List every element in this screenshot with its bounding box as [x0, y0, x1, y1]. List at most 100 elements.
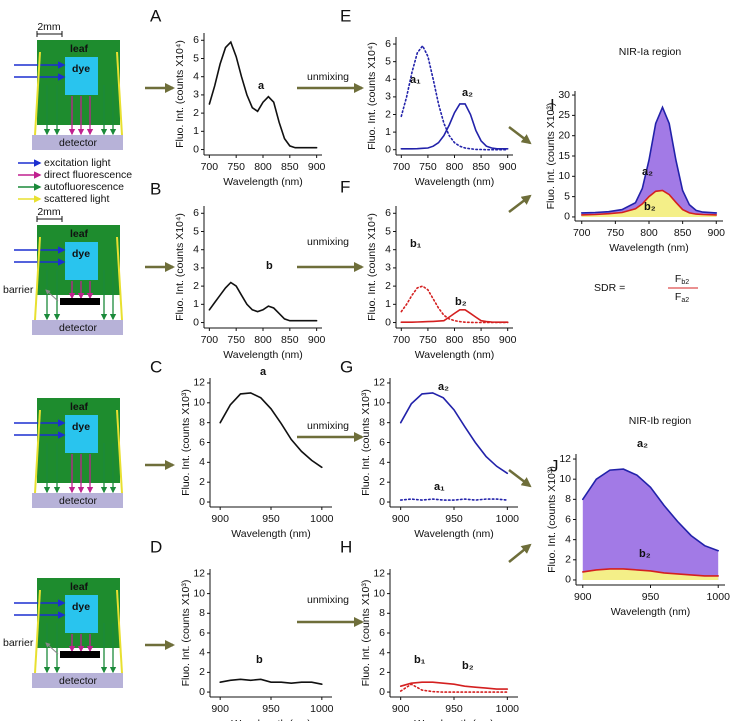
dye-label: dye	[72, 248, 90, 260]
x-tick-label: 1000	[707, 591, 731, 603]
x-tick-label: 800	[446, 334, 464, 346]
y-tick-label: 1	[193, 125, 199, 137]
x-tick-label: 700	[393, 334, 411, 346]
legend-label: scattered light	[44, 193, 109, 205]
y-tick-label: 0	[379, 686, 385, 698]
y-tick-label: 0	[564, 211, 570, 223]
x-tick-label: 900	[499, 334, 517, 346]
x-axis-label: Wavelength (nm)	[414, 718, 494, 721]
y-tick-label: 8	[565, 493, 571, 505]
x-tick-label: 750	[227, 161, 245, 173]
y-tick-label: 6	[379, 627, 385, 639]
detector	[32, 135, 123, 150]
x-tick-label: 700	[573, 227, 591, 239]
y-tick-label: 0	[199, 496, 205, 508]
x-tick-label: 950	[445, 703, 463, 715]
y-tick-label: 8	[379, 416, 385, 428]
panel-letter: G	[340, 357, 353, 376]
y-tick-label: 12	[559, 453, 571, 465]
y-tick-label: 12	[373, 377, 385, 389]
y-tick-label: 3	[193, 89, 199, 101]
scale-label: 2mm	[37, 206, 61, 218]
y-tick-label: 6	[193, 207, 199, 219]
dye	[65, 595, 98, 633]
detector-label: detector	[59, 675, 97, 687]
barrier-pointer	[45, 642, 59, 655]
x-axis-label: Wavelength (nm)	[223, 349, 303, 361]
y-tick-label: 2	[385, 280, 391, 292]
x-tick-label: 950	[262, 513, 280, 525]
y-axis-label: Fluo. Int. (counts X10⁴)	[366, 213, 378, 321]
x-tick-label: 850	[281, 334, 299, 346]
panel-letter: A	[150, 6, 162, 25]
x-axis-label: Wavelength (nm)	[231, 528, 311, 540]
flow-arrow	[508, 194, 532, 213]
x-axis-label: Wavelength (nm)	[414, 528, 494, 540]
x-tick-label: 900	[574, 591, 592, 603]
y-tick-label: 8	[379, 607, 385, 619]
y-tick-label: 12	[373, 568, 385, 580]
panel-letter: F	[340, 177, 350, 196]
x-tick-label: 800	[254, 161, 272, 173]
series-label: b₂	[462, 660, 474, 672]
area	[582, 469, 719, 580]
y-tick-label: 2	[199, 666, 205, 678]
x-tick-label: 700	[201, 161, 219, 173]
x-tick-label: 850	[281, 161, 299, 173]
dye	[65, 242, 98, 280]
y-tick-label: 30	[558, 89, 570, 101]
barrier-label: barrier	[3, 284, 34, 296]
y-tick-label: 6	[193, 34, 199, 46]
series-label: b	[256, 654, 263, 666]
y-tick-label: 10	[373, 397, 385, 409]
x-tick-label: 750	[227, 334, 245, 346]
line	[400, 309, 509, 323]
x-tick-label: 900	[499, 161, 517, 173]
formula-denominator: Fa2	[675, 291, 689, 304]
flow-arrow	[508, 126, 532, 145]
y-tick-label: 4	[199, 646, 205, 658]
y-tick-label: 2	[193, 280, 199, 292]
y-tick-label: 0	[193, 143, 199, 155]
series-label: b	[266, 260, 273, 272]
formula-lhs: SDR =	[594, 282, 625, 294]
y-tick-label: 1	[193, 298, 199, 310]
y-tick-label: 2	[193, 107, 199, 119]
y-tick-label: 12	[193, 377, 205, 389]
scattered-light	[116, 236, 123, 321]
dye	[65, 415, 98, 453]
series-label: a	[258, 80, 265, 92]
dye	[65, 57, 98, 95]
leaf-label: leaf	[70, 581, 89, 593]
y-tick-label: 0	[565, 574, 571, 586]
formula-numerator: Fb2	[675, 273, 689, 286]
dye-label: dye	[72, 63, 90, 75]
line	[399, 392, 509, 475]
series-label: a₂	[462, 87, 473, 99]
x-tick-label: 750	[607, 227, 625, 239]
line	[580, 105, 718, 214]
y-tick-label: 5	[564, 190, 570, 202]
line	[399, 683, 509, 693]
line	[399, 498, 509, 501]
y-tick-label: 4	[385, 243, 391, 255]
x-tick-label: 800	[254, 334, 272, 346]
flow-arrow	[508, 543, 532, 563]
chart-title: NIR-Ia region	[619, 46, 682, 58]
y-tick-label: 12	[193, 568, 205, 580]
detector-label: detector	[59, 322, 97, 334]
y-tick-label: 6	[379, 436, 385, 448]
y-axis-label: Fluo. Int. (counts X10⁴)	[366, 42, 378, 150]
y-tick-label: 10	[558, 170, 570, 182]
line	[399, 681, 509, 690]
flow-label: unmixing	[307, 71, 349, 83]
barrier-label: barrier	[3, 637, 34, 649]
y-tick-label: 10	[193, 587, 205, 599]
y-tick-label: 5	[193, 52, 199, 64]
x-tick-label: 900	[392, 513, 410, 525]
y-tick-label: 5	[193, 225, 199, 237]
x-tick-label: 900	[308, 161, 326, 173]
y-tick-label: 6	[199, 436, 205, 448]
y-tick-label: 2	[199, 476, 205, 488]
